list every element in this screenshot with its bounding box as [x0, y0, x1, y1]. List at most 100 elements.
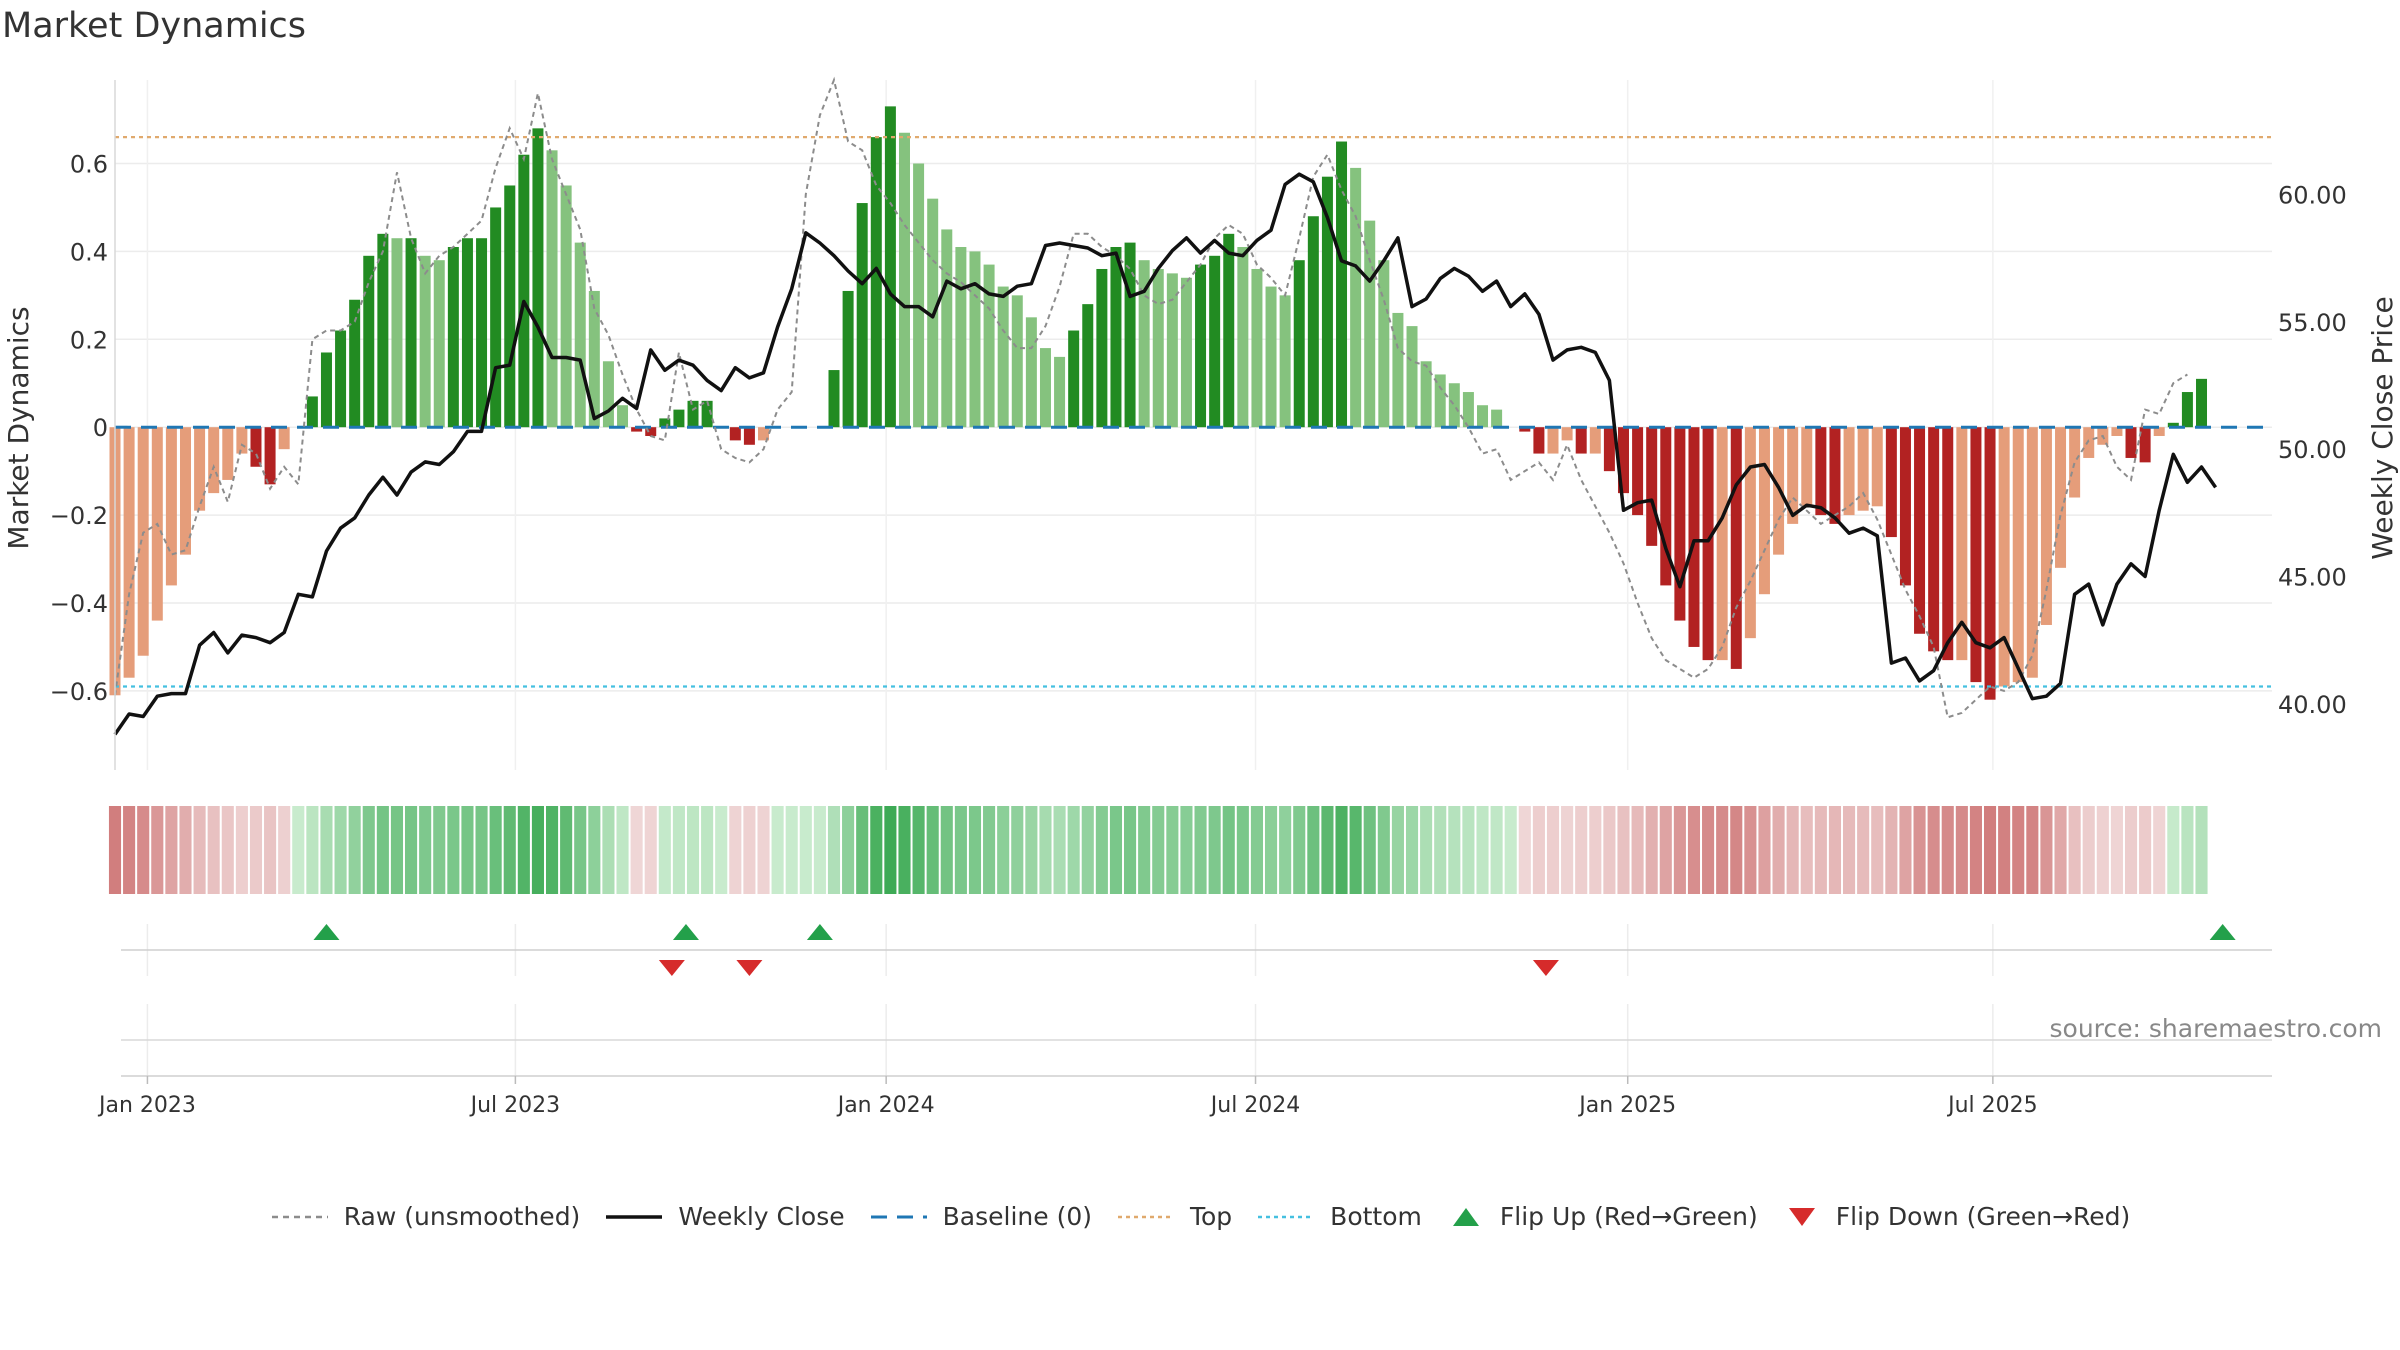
- regime-cell: [1927, 806, 1940, 894]
- regime-cell: [179, 806, 192, 894]
- dynamics-bar: [617, 405, 629, 428]
- legend-item-flip-up: Flip Up (Red→Green): [1446, 1202, 1758, 1231]
- dynamics-bar: [1477, 405, 1489, 428]
- regime-cell: [1405, 806, 1419, 894]
- left-tick-label: 0.6: [70, 151, 108, 179]
- dynamics-bar: [969, 251, 981, 428]
- legend-item-close: Weekly Close: [604, 1202, 845, 1231]
- dynamics-bar: [1462, 392, 1474, 428]
- x-tick-label: Jul 2023: [469, 1093, 561, 1118]
- regime-cell: [1462, 806, 1475, 894]
- regime-cell: [2026, 806, 2039, 894]
- regime-cell: [362, 806, 375, 894]
- regime-cell: [912, 806, 925, 894]
- dynamics-bar: [2196, 378, 2208, 428]
- legend-label-flip-up: Flip Up (Red→Green): [1499, 1202, 1758, 1231]
- regime-cell: [1321, 806, 1334, 894]
- flip-up-marker: [806, 924, 833, 940]
- dynamics-bar: [1068, 330, 1080, 428]
- regime-cell: [376, 806, 389, 894]
- dynamics-bar: [856, 203, 868, 428]
- market-dynamics-chart: 0.6 0.4 0.2 0 −0.2 −0.4 −0.6 60.00 55.00 50.00 45.…: [2, 76, 2399, 1118]
- dynamics-bar: [758, 427, 770, 441]
- legend-label-baseline: Baseline (0): [942, 1202, 1092, 1231]
- dynamics-bar: [1561, 427, 1573, 441]
- legend-item-raw: Raw (unsmoothed): [270, 1202, 580, 1231]
- dynamics-bar: [1378, 260, 1390, 428]
- dynamics-bar: [1406, 326, 1418, 428]
- regime-cell: [926, 806, 939, 894]
- regime-cell: [2068, 806, 2081, 894]
- regime-cell: [1843, 806, 1856, 894]
- regime-cell: [1716, 806, 1729, 894]
- dynamics-bar: [1209, 255, 1221, 428]
- dynamics-bar: [1519, 427, 1531, 432]
- dynamics-bar: [983, 264, 995, 428]
- dynamics-bar: [1688, 427, 1700, 647]
- regime-cell: [686, 806, 700, 894]
- dynamics-bar: [1815, 427, 1827, 516]
- regime-cell: [1152, 806, 1165, 894]
- dynamics-bar: [2153, 427, 2165, 436]
- dynamics-bar: [278, 427, 290, 450]
- regime-cell: [1913, 806, 1926, 894]
- dynamics-bar: [1942, 427, 1954, 661]
- dynamics-bar: [363, 255, 375, 428]
- regime-cell: [1589, 806, 1602, 894]
- regime-cell: [842, 806, 855, 894]
- regime-cell: [108, 806, 122, 894]
- dynamics-bar: [1448, 383, 1460, 428]
- dynamics-bar: [546, 150, 558, 428]
- regime-cell: [1645, 806, 1658, 894]
- axes-layer: 0.6 0.4 0.2 0 −0.2 −0.4 −0.6 60.00 55.00 50.00 45.…: [2, 80, 2399, 770]
- regime-cell: [1969, 806, 1982, 894]
- dynamics-bar: [828, 370, 840, 428]
- dynamics-bar: [165, 427, 177, 586]
- dynamics-bar: [1223, 233, 1235, 428]
- regime-cell: [1730, 806, 1743, 894]
- regime-cell: [348, 806, 361, 894]
- regime-cell: [2096, 806, 2109, 894]
- dynamics-bar: [306, 396, 318, 428]
- flip-up-marker: [2209, 924, 2236, 940]
- dynamics-bar: [461, 238, 473, 428]
- dynamics-bar: [476, 238, 488, 428]
- left-axis-title: Market Dynamics: [2, 306, 35, 549]
- dynamics-bar: [1307, 216, 1319, 428]
- regime-cell: [870, 806, 883, 894]
- legend-label-flip-down: Flip Down (Green→Red): [1835, 1202, 2131, 1231]
- dynamics-bar: [1787, 427, 1799, 524]
- x-tick-label: Jul 2025: [1946, 1093, 2038, 1118]
- dynamics-bar: [2040, 427, 2052, 625]
- dynamics-bar: [687, 400, 699, 428]
- dynamics-bar: [2026, 427, 2038, 678]
- dynamics-bar: [1660, 427, 1672, 586]
- dynamics-bar: [941, 229, 953, 428]
- regime-cell: [997, 806, 1010, 894]
- legend-label-bottom: Bottom: [1330, 1202, 1422, 1231]
- dynamics-bar: [137, 427, 149, 656]
- source-note: source: sharemaestro.com: [2049, 1014, 2383, 1043]
- dynamics-bar: [1632, 427, 1644, 516]
- regime-cell: [264, 806, 277, 894]
- regime-cell: [517, 806, 530, 894]
- regime-cell: [1744, 806, 1757, 894]
- lines-layer: [113, 76, 2272, 736]
- dynamics-bar: [377, 233, 389, 428]
- regime-cell: [503, 806, 516, 894]
- regime-cell: [1983, 806, 1997, 894]
- regime-cell: [2195, 806, 2208, 894]
- right-tick-label: 45.00: [2278, 563, 2347, 591]
- regime-cell: [1561, 806, 1574, 894]
- right-tick-label: 55.00: [2278, 309, 2347, 337]
- dynamics-bar: [1589, 427, 1601, 454]
- dynamics-bar: [1928, 427, 1940, 652]
- dynamics-bar: [1716, 427, 1728, 661]
- dynamics-bar: [1857, 427, 1869, 511]
- regime-cell: [1109, 806, 1123, 894]
- regime-cell: [545, 806, 559, 894]
- dynamics-bar: [490, 207, 502, 428]
- regime-cell: [292, 806, 305, 894]
- right-tick-label: 60.00: [2278, 182, 2347, 210]
- dynamics-bar: [1914, 427, 1926, 634]
